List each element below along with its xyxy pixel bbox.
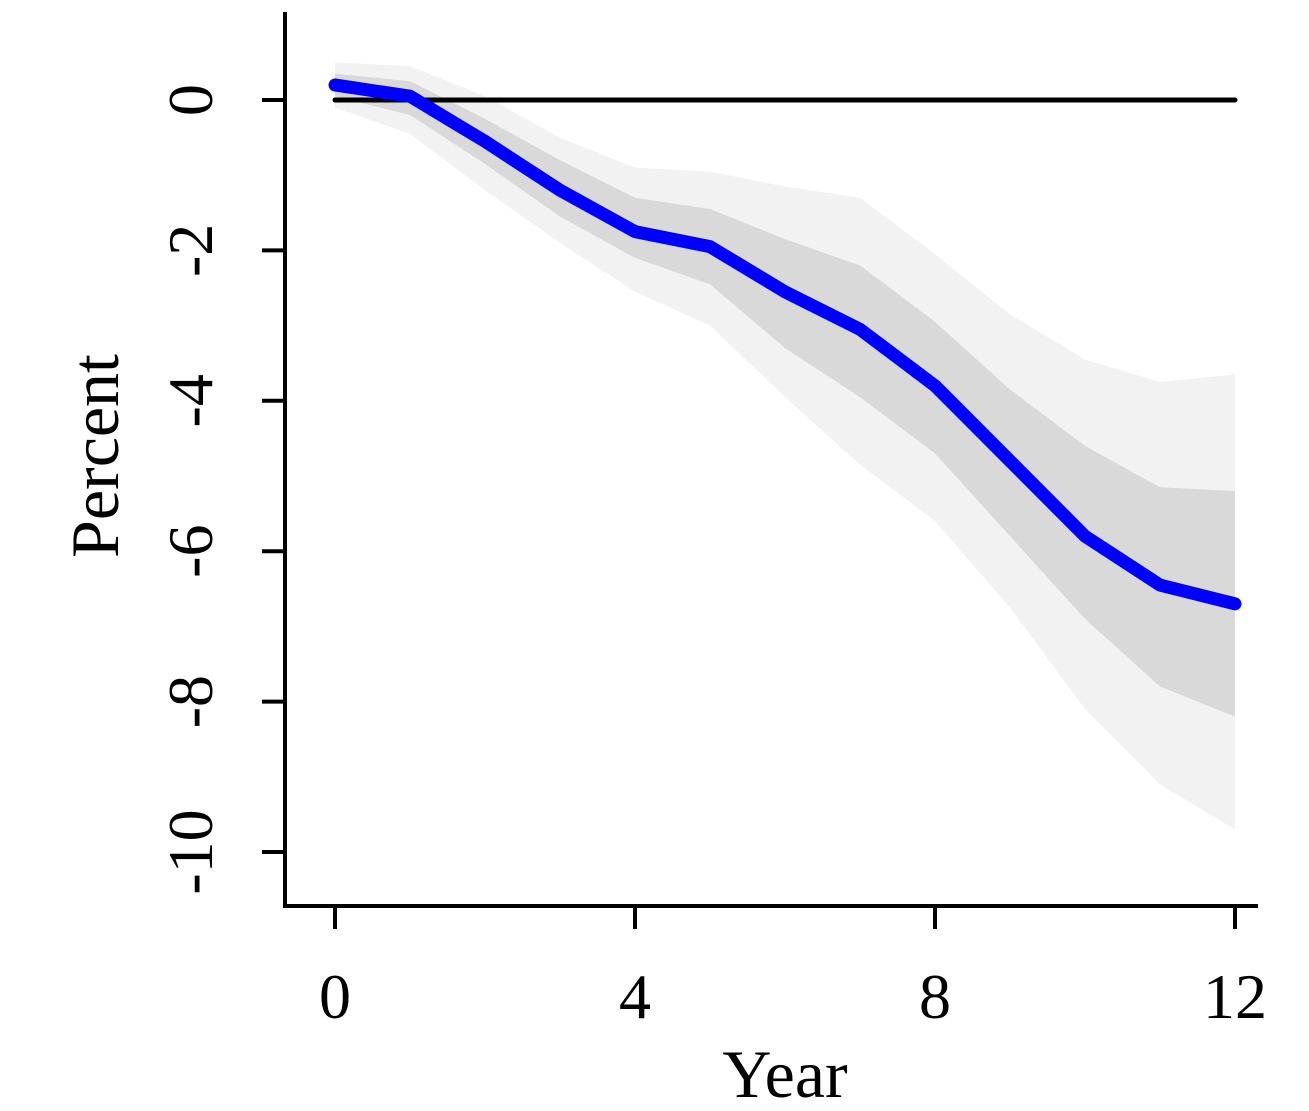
confidence-bands — [335, 62, 1235, 830]
series-line-0 — [328, 78, 1242, 611]
series-layer — [328, 78, 1242, 611]
y-ticks: 0 -2 -4 -6 -8 -10 — [155, 84, 285, 895]
x-axis-title: Year — [722, 1036, 848, 1111]
y-tick-label: -4 — [155, 374, 226, 427]
y-tick-label: 0 — [155, 84, 226, 116]
x-tick-label: 12 — [1203, 961, 1267, 1032]
y-axis-title: Percent — [57, 354, 133, 558]
y-tick-label: -8 — [155, 675, 226, 728]
x-ticks: 0 4 8 12 — [319, 906, 1267, 1032]
x-tick-label: 4 — [619, 961, 651, 1032]
y-tick-label: -6 — [155, 525, 226, 578]
x-tick-label: 8 — [919, 961, 951, 1032]
confidence-band-outer — [335, 62, 1235, 830]
axes — [283, 12, 1258, 908]
x-tick-label: 0 — [319, 961, 351, 1032]
y-tick-label: -10 — [155, 809, 226, 894]
y-tick-label: -2 — [155, 224, 226, 277]
confidence-band-inner — [335, 73, 1235, 717]
